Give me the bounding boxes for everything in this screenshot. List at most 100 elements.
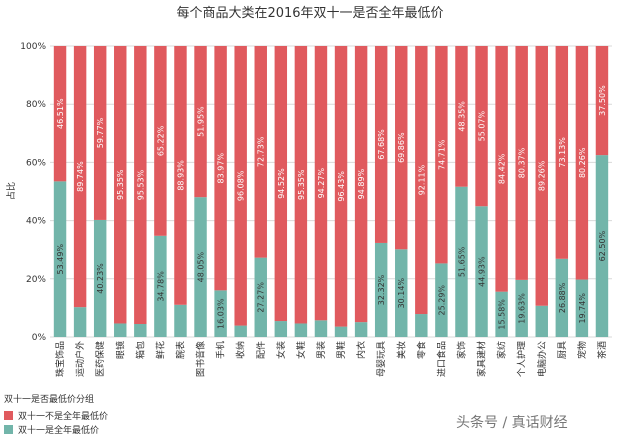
y-tick-label: 60% <box>26 158 46 168</box>
x-tick-label: 零食 <box>415 341 427 359</box>
chart-title: 每个商品大类在2016年双十一是否全年最低价 <box>176 5 443 21</box>
watermark: 头条号 / 真话财经 <box>456 415 568 431</box>
bar-lowest <box>73 307 87 337</box>
x-tick-label: 女装 <box>275 341 287 359</box>
bar-lowest <box>93 219 107 337</box>
data-label-lowest: 40.23% <box>96 263 105 294</box>
bar-not-lowest <box>495 46 508 292</box>
data-label-not-lowest: 73.13% <box>558 137 567 168</box>
x-tick-label: 鲜花 <box>154 341 166 359</box>
bar-not-lowest <box>374 46 388 243</box>
data-label-not-lowest: 51.95% <box>197 106 206 137</box>
y-axis-label: 占比 <box>5 182 17 200</box>
y-tick-label: 40% <box>26 217 46 227</box>
y-tick-label: 0% <box>32 333 47 343</box>
data-label-not-lowest: 74.71% <box>437 139 446 170</box>
bar-lowest <box>234 325 247 337</box>
bar-lowest <box>395 249 408 337</box>
x-tick-label: 母婴玩具 <box>376 341 387 377</box>
bar-not-lowest <box>174 46 187 305</box>
bar-lowest <box>314 320 328 337</box>
data-labels: 46.51% 53.49% 89.74% 59.77% 40.23% 95.35% 95.5… <box>56 85 607 330</box>
y-tick-label: 20% <box>26 275 46 285</box>
y-tick-label: 80% <box>26 100 46 110</box>
x-tick-label: 个人护理 <box>516 341 528 377</box>
x-tick-label: 家纺 <box>496 341 508 359</box>
data-label-not-lowest: 96.43% <box>337 171 346 202</box>
bar-lowest <box>154 235 167 337</box>
x-tick-label: 电脑办公 <box>536 341 548 377</box>
legend-label-lowest: 双十一是全年最低价 <box>18 425 100 436</box>
x-tick-label: 家具建材 <box>476 341 488 377</box>
bar-not-lowest <box>134 46 147 324</box>
data-label-lowest: 51.65% <box>457 246 466 277</box>
bar-lowest <box>555 258 569 337</box>
bar-lowest <box>194 197 207 337</box>
x-tick-label: 进口食品 <box>435 341 447 377</box>
bar-not-lowest <box>314 46 328 321</box>
legend-title: 双十一是否最低价分组 <box>4 395 95 405</box>
legend-swatch-lowest <box>4 424 13 434</box>
y-tick-label: 100% <box>20 42 46 52</box>
bar-lowest <box>575 279 589 337</box>
bar-not-lowest <box>274 46 288 322</box>
data-label-lowest: 26.88% <box>558 282 567 313</box>
bar-lowest <box>455 186 468 337</box>
data-label-not-lowest: 95.35% <box>297 169 306 200</box>
bar-lowest <box>294 323 308 337</box>
data-label-not-lowest: 67.68% <box>377 129 386 160</box>
data-label-not-lowest: 59.77% <box>96 117 105 148</box>
data-label-not-lowest: 65.22% <box>156 125 165 156</box>
bar-lowest <box>134 323 147 337</box>
x-tick-label: 眼镜 <box>114 341 126 359</box>
legend-label-not-lowest: 双十一不是全年最低价 <box>18 411 109 422</box>
legend-swatch-not-lowest <box>4 410 13 420</box>
data-label-not-lowest: 84.42% <box>498 153 507 184</box>
bar-not-lowest <box>53 46 67 182</box>
bar-lowest <box>374 242 388 337</box>
x-tick-label: 收纳 <box>235 341 247 359</box>
x-tick-label: 配件 <box>255 341 267 359</box>
bar-lowest <box>435 263 448 337</box>
bar-lowest <box>595 155 609 337</box>
bar-lowest <box>354 322 368 337</box>
bar-not-lowest <box>475 46 488 207</box>
bar-lowest <box>515 279 528 337</box>
bar-not-lowest <box>515 46 528 280</box>
data-label-lowest: 62.50% <box>598 230 607 261</box>
bar-not-lowest <box>234 46 247 326</box>
x-tick-label: 宠物 <box>576 341 588 359</box>
data-label-lowest: 44.93% <box>478 256 487 287</box>
data-label-not-lowest: 95.35% <box>116 169 125 200</box>
bar-not-lowest <box>595 46 609 156</box>
bar-not-lowest <box>214 46 227 291</box>
data-label-not-lowest: 69.86% <box>397 132 406 163</box>
data-label-not-lowest: 48.35% <box>457 101 466 132</box>
data-label-lowest: 19.74% <box>578 293 587 324</box>
bar-not-lowest <box>575 46 589 280</box>
bar-not-lowest <box>73 46 87 308</box>
data-label-lowest: 53.49% <box>56 244 65 275</box>
bar-not-lowest <box>93 46 107 220</box>
data-label-not-lowest: 55.07% <box>478 110 487 141</box>
bar-lowest <box>214 290 227 337</box>
data-label-not-lowest: 94.27% <box>317 168 326 199</box>
data-label-not-lowest: 72.73% <box>257 136 266 167</box>
data-label-not-lowest: 88.93% <box>176 160 185 191</box>
data-label-lowest: 32.32% <box>377 274 386 305</box>
x-tick-label: 厨具 <box>557 341 568 359</box>
bar-lowest <box>53 181 67 337</box>
data-label-not-lowest: 92.11% <box>417 164 426 195</box>
bar-lowest <box>415 314 428 337</box>
bar-not-lowest <box>415 46 428 315</box>
data-label-not-lowest: 89.74% <box>76 161 85 192</box>
x-tick-label: 美妆 <box>395 341 407 359</box>
bar-lowest <box>334 326 348 337</box>
data-label-lowest: 19.63% <box>518 293 527 324</box>
bar-not-lowest <box>535 46 548 306</box>
bar-not-lowest <box>354 46 368 323</box>
bar-not-lowest <box>395 46 408 250</box>
data-label-not-lowest: 80.26% <box>578 147 587 178</box>
x-tick-label: 内衣 <box>355 341 367 359</box>
